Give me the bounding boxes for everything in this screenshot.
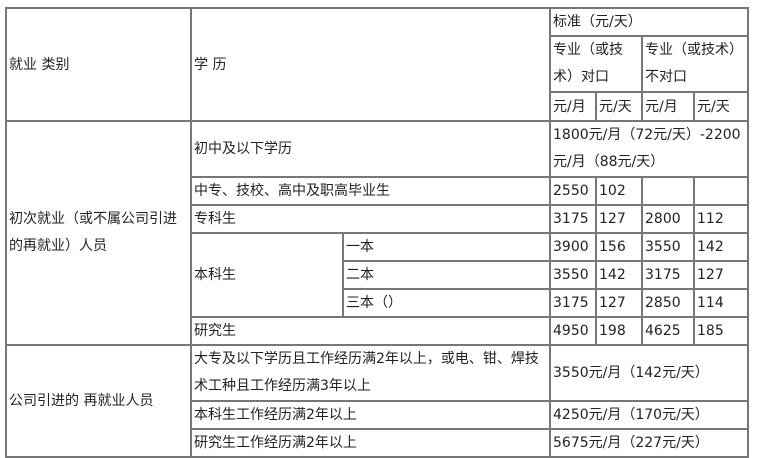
unit-cell: 元/天 bbox=[693, 91, 749, 122]
value-cell: 3900 bbox=[549, 232, 597, 262]
value-cell: 3550 bbox=[549, 260, 597, 290]
unit-cell: 元/天 bbox=[595, 91, 643, 122]
row-value: 4250元/月（170元/天） bbox=[549, 400, 749, 430]
value-cell: 2850 bbox=[641, 288, 695, 318]
row-value: 5675元/月（227元/天） bbox=[549, 428, 749, 458]
row-label: 大专及以下学历且工作经历满2年以上，或电、钳、焊技术工种且工作经历满3年以上 bbox=[190, 344, 551, 402]
value-cell: 114 bbox=[693, 288, 749, 318]
row-label: 本科生工作经历满2年以上 bbox=[190, 400, 551, 430]
row-value: 1800元/月（72元/天）-2200元/月（88元/天） bbox=[549, 120, 749, 178]
value-cell: 127 bbox=[693, 260, 749, 290]
value-cell: 4950 bbox=[549, 316, 597, 346]
value-cell: 127 bbox=[595, 288, 643, 318]
value-cell: 127 bbox=[595, 204, 643, 234]
value-cell: 2800 bbox=[641, 204, 695, 234]
value-cell bbox=[641, 176, 695, 206]
value-cell: 3175 bbox=[549, 204, 597, 234]
group2-label: 公司引进的 再就业人员 bbox=[5, 344, 192, 458]
header-unmatched: 专业（或技术）不对口 bbox=[641, 35, 749, 93]
value-cell bbox=[693, 176, 749, 206]
header-matched: 专业（或技术）对口 bbox=[549, 35, 643, 93]
value-cell: 112 bbox=[693, 204, 749, 234]
value-cell: 102 bbox=[595, 176, 643, 206]
row-label: 专科生 bbox=[190, 204, 551, 234]
header-education: 学 历 bbox=[190, 7, 551, 122]
header-category: 就业 类别 bbox=[5, 7, 192, 122]
header-standard: 标准（元/天） bbox=[549, 7, 749, 37]
value-cell: 3175 bbox=[549, 288, 597, 318]
value-cell: 3550 bbox=[641, 232, 695, 262]
bachelor-label: 本科生 bbox=[190, 232, 344, 318]
value-cell: 198 bbox=[595, 316, 643, 346]
row-label: 研究生工作经历满2年以上 bbox=[190, 428, 551, 458]
unit-cell: 元/月 bbox=[549, 91, 597, 122]
value-cell: 142 bbox=[693, 232, 749, 262]
value-cell: 4625 bbox=[641, 316, 695, 346]
tier-label: 一本 bbox=[342, 232, 551, 262]
tier-label: 三本（） bbox=[342, 288, 551, 318]
salary-standard-table: 就业 类别 学 历 标准（元/天） 专业（或技术）对口 专业（或技术）不对口 元… bbox=[5, 7, 749, 458]
value-cell: 142 bbox=[595, 260, 643, 290]
value-cell: 156 bbox=[595, 232, 643, 262]
row-label: 研究生 bbox=[190, 316, 551, 346]
group1-label: 初次就业（或不属公司引进的再就业）人员 bbox=[5, 120, 192, 346]
row-value: 3550元/月（142元/天） bbox=[549, 344, 749, 402]
unit-cell: 元/月 bbox=[641, 91, 695, 122]
value-cell: 2550 bbox=[549, 176, 597, 206]
value-cell: 185 bbox=[693, 316, 749, 346]
tier-label: 二本 bbox=[342, 260, 551, 290]
row-label: 中专、技校、高中及职高毕业生 bbox=[190, 176, 551, 206]
value-cell: 3175 bbox=[641, 260, 695, 290]
row-label: 初中及以下学历 bbox=[190, 120, 551, 178]
